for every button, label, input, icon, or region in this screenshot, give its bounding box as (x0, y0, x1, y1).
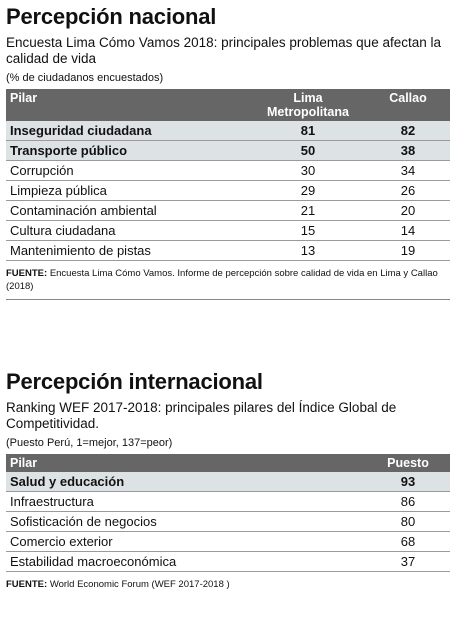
cell-pilar: Contaminación ambiental (6, 200, 250, 221)
cell-puesto: 68 (366, 531, 450, 552)
table-row: Sofisticación de negocios 80 (6, 511, 450, 532)
header-puesto: Puesto (366, 454, 450, 472)
cell-puesto: 80 (366, 511, 450, 532)
cell-callao: 14 (366, 220, 450, 241)
percepcion-nacional-section: Percepción nacional Encuesta Lima Cómo V… (6, 4, 450, 300)
cell-lima: 29 (250, 180, 366, 201)
table-row: Mantenimiento de pistas 13 19 (6, 240, 450, 261)
cell-lima: 30 (250, 160, 366, 181)
cell-callao: 34 (366, 160, 450, 181)
cell-lima: 21 (250, 200, 366, 221)
section-note: (% de ciudadanos encuestados) (6, 72, 164, 84)
cell-pilar: Mantenimiento de pistas (6, 240, 250, 261)
cell-callao: 19 (366, 240, 450, 261)
table-row: Transporte público 50 38 (6, 140, 450, 161)
section-subtitle: Encuesta Lima Cómo Vamos 2018: principal… (6, 35, 441, 66)
cell-pilar: Cultura ciudadana (6, 220, 250, 241)
cell-callao: 20 (366, 200, 450, 221)
source-text: World Economic Forum (WEF 2017-2018 ) (49, 579, 230, 590)
header-pilar: Pilar (6, 89, 250, 121)
cell-puesto: 37 (366, 551, 450, 572)
source-label: FUENTE: (6, 579, 48, 590)
cell-pilar: Infraestructura (6, 491, 366, 512)
table-row: Comercio exterior 68 (6, 531, 450, 552)
cell-pilar: Salud y educación (6, 472, 366, 492)
table-row: Cultura ciudadana 15 14 (6, 220, 450, 241)
source-note: FUENTE: Encuesta Lima Cómo Vamos. Inform… (6, 267, 450, 293)
cell-pilar: Inseguridad ciudadana (6, 121, 250, 141)
section-divider (6, 299, 450, 300)
header-lima: Lima Metropolitana (250, 89, 366, 121)
table-row: Infraestructura 86 (6, 491, 450, 512)
table-row: Inseguridad ciudadana 81 82 (6, 121, 450, 141)
section-note: (Puesto Perú, 1=mejor, 137=peor) (6, 437, 173, 449)
header-pilar: Pilar (6, 454, 366, 472)
cell-lima: 81 (250, 121, 366, 141)
section-subtitle: Ranking WEF 2017-2018: principales pilar… (6, 400, 397, 431)
cell-pilar: Comercio exterior (6, 531, 366, 552)
source-text: Encuesta Lima Cómo Vamos. Informe de per… (6, 268, 438, 292)
cell-lima: 13 (250, 240, 366, 261)
cell-pilar: Estabilidad macroeconómica (6, 551, 366, 572)
cell-lima: 50 (250, 140, 366, 161)
table-row: Limpieza pública 29 26 (6, 180, 450, 201)
table-header-row: Pilar Lima Metropolitana Callao (6, 89, 450, 121)
section-title: Percepción internacional (6, 369, 263, 394)
source-label: FUENTE: (6, 268, 48, 279)
table-row: Contaminación ambiental 21 20 (6, 200, 450, 221)
section-title: Percepción nacional (6, 4, 217, 29)
percepcion-internacional-section: Percepción internacional Ranking WEF 201… (6, 369, 450, 591)
header-callao: Callao (366, 89, 450, 121)
cell-callao: 82 (366, 121, 450, 141)
cell-lima: 15 (250, 220, 366, 241)
cell-pilar: Sofisticación de negocios (6, 511, 366, 532)
cell-pilar: Transporte público (6, 140, 250, 161)
table-row: Salud y educación 93 (6, 472, 450, 492)
table-row: Estabilidad macroeconómica 37 (6, 551, 450, 572)
internacional-table: Pilar Puesto Salud y educación 93 Infrae… (6, 454, 450, 572)
cell-pilar: Corrupción (6, 160, 250, 181)
cell-callao: 38 (366, 140, 450, 161)
table-row: Corrupción 30 34 (6, 160, 450, 181)
table-header-row: Pilar Puesto (6, 454, 450, 472)
source-note: FUENTE: World Economic Forum (WEF 2017-2… (6, 578, 450, 591)
nacional-table: Pilar Lima Metropolitana Callao Inseguri… (6, 89, 450, 261)
cell-puesto: 86 (366, 491, 450, 512)
cell-pilar: Limpieza pública (6, 180, 250, 201)
cell-puesto: 93 (366, 472, 450, 492)
cell-callao: 26 (366, 180, 450, 201)
